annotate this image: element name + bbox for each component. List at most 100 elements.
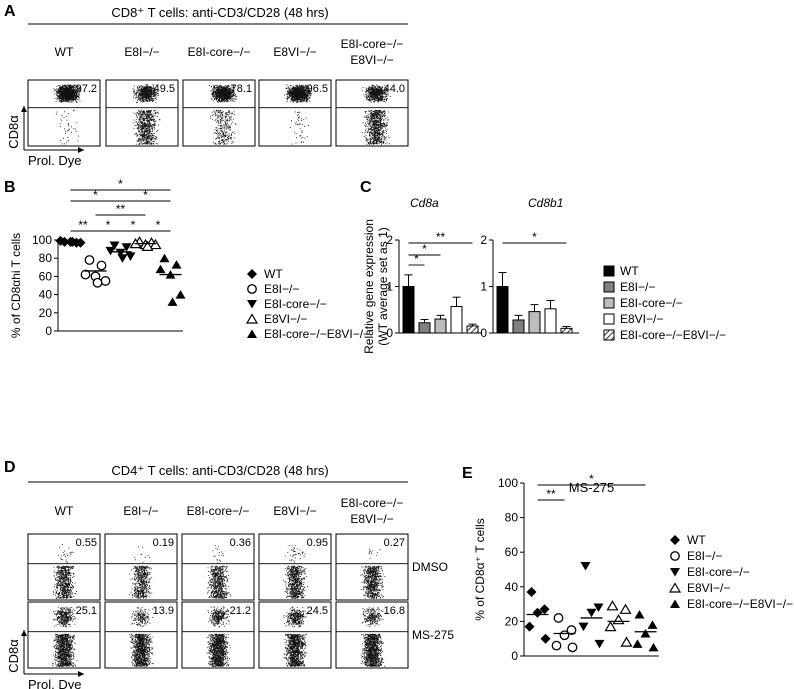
legend-label: E8I−/− <box>620 280 655 294</box>
bar <box>434 318 447 334</box>
legend-label: E8I-core−/− <box>620 296 683 310</box>
bar <box>544 308 557 334</box>
data-point <box>171 260 182 269</box>
column-label: E8VI−/− <box>273 504 316 518</box>
event-dots <box>207 545 232 599</box>
legend-swatch <box>603 313 615 325</box>
y-tick-label: 0 <box>511 649 518 663</box>
gate-percentage: 96.5 <box>307 83 328 95</box>
bar <box>418 322 431 334</box>
data-point <box>551 640 562 651</box>
gate-percentage: 97.2 <box>76 83 97 95</box>
data-point <box>606 600 619 611</box>
column-label: E8VI−/− <box>273 45 316 59</box>
event-dots <box>132 84 161 145</box>
significance-label: * <box>156 218 161 232</box>
column-label-line2: E8VI−/− <box>350 512 393 526</box>
gate-percentage: 0.27 <box>384 537 405 549</box>
data-point <box>566 625 577 635</box>
bar <box>528 311 541 334</box>
data-point <box>586 608 597 618</box>
row-label: MS-275 <box>412 628 454 642</box>
data-point <box>100 276 111 286</box>
panel-header: CD8⁺ T cells: anti-CD3/CD28 (48 hrs) <box>111 5 328 20</box>
legend-marker <box>247 269 257 279</box>
y-tick-label: 0 <box>386 326 393 340</box>
legend-marker <box>245 313 259 324</box>
panel-letter: E <box>462 465 473 482</box>
event-dots <box>361 84 391 145</box>
legend-marker <box>670 568 680 577</box>
data-point <box>175 290 186 299</box>
flow-plot <box>27 533 101 601</box>
y-tick-label: 1 <box>480 280 487 294</box>
flow-plot <box>258 533 332 601</box>
legend-label: E8I-core−/−E8VI−/− <box>687 597 793 611</box>
panel-d-flow-plots: D CD4⁺ T cells: anti-CD3/CD28 (48 hrs) WT E… <box>4 459 454 689</box>
panel-header: CD4⁺ T cells: anti-CD3/CD28 (48 hrs) <box>111 463 328 478</box>
significance-label: * <box>118 177 123 191</box>
data-point <box>580 562 591 571</box>
y-tick-label: 20 <box>39 306 53 320</box>
gate-percentage: 25.1 <box>76 605 97 617</box>
legend-label: E8I-core−/− <box>264 297 327 311</box>
data-point <box>55 235 66 246</box>
column-label: WT <box>55 45 74 59</box>
data-point <box>647 620 658 629</box>
data-point <box>155 264 166 274</box>
column-label: E8I-core−/− <box>187 504 250 518</box>
data-point <box>84 255 95 265</box>
x-axis-label: Prol. Dye <box>28 677 81 689</box>
legend-label: WT <box>687 533 706 547</box>
y-tick-label: 60 <box>505 545 519 559</box>
x-axis-label: Prol. Dye <box>28 153 81 168</box>
y-tick-label: 40 <box>39 288 53 302</box>
bar <box>450 305 463 334</box>
bar <box>512 319 525 334</box>
data-point <box>75 237 86 248</box>
data-point <box>612 613 625 625</box>
legend-marker <box>247 284 257 294</box>
data-point <box>105 246 116 256</box>
significance-label: ** <box>436 230 446 244</box>
y-tick-label: 0 <box>480 326 487 340</box>
data-point <box>141 240 154 251</box>
bar <box>560 327 573 334</box>
y-axis-label: % of CD8α⁺ T cells <box>473 518 487 620</box>
panel-letter: C <box>360 179 372 196</box>
legend-swatch <box>603 297 615 309</box>
data-point <box>619 603 632 614</box>
y-axis-label: CD8α <box>6 639 21 673</box>
data-point <box>620 636 633 647</box>
panel-letter: D <box>4 459 16 476</box>
gate-percentage: 13.9 <box>153 605 174 617</box>
flow-plot <box>181 533 255 601</box>
y-axis-label: % of CD8αhi T cells <box>9 233 23 338</box>
panel-a-flow-plots: A CD8⁺ T cells: anti-CD3/CD28 (48 hrs) WT 9… <box>4 3 409 168</box>
flow-plot <box>335 79 409 147</box>
flow-plot <box>335 601 409 669</box>
row-label: DMSO <box>412 560 448 574</box>
event-dots <box>53 544 77 599</box>
chart-title: MS-275 <box>569 480 615 495</box>
event-dots <box>360 607 386 667</box>
data-point <box>125 252 136 261</box>
legend-swatch <box>603 329 615 341</box>
flow-plot <box>105 79 179 147</box>
gate-percentage: 49.5 <box>154 83 175 95</box>
data-point <box>553 613 564 623</box>
significance-label: * <box>106 218 111 232</box>
data-point <box>159 253 170 263</box>
data-point <box>634 609 645 619</box>
data-point <box>167 297 178 306</box>
arrow-head-icon <box>78 671 84 677</box>
data-point <box>567 642 578 653</box>
significance-label: ** <box>116 202 126 216</box>
legend-label: E8I-core−/− <box>687 565 750 579</box>
flow-plot-frame <box>104 533 178 601</box>
legend-marker <box>670 599 680 608</box>
data-point <box>149 238 162 250</box>
column-label-line2: E8VI−/− <box>350 53 393 67</box>
